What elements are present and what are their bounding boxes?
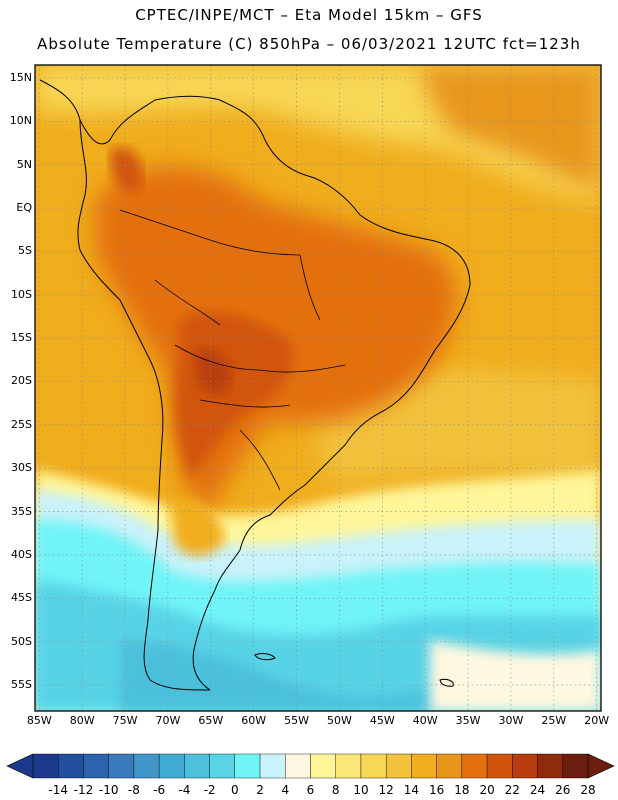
colorbar-swatch — [562, 753, 589, 779]
title-line-2: Absolute Temperature (C) 850hPa – 06/03/… — [37, 35, 581, 53]
colorbar-over-triangle — [587, 753, 615, 779]
lat-label: EQ — [16, 201, 32, 215]
colorbar-tick-label: -6 — [153, 783, 166, 797]
lat-label: 25S — [11, 417, 32, 431]
colorbar-swatch — [158, 753, 185, 779]
lon-label: 25W — [541, 714, 567, 727]
colorbar — [6, 753, 615, 779]
colorbar-tick-label: -12 — [73, 783, 94, 797]
lat-label: 5N — [16, 157, 32, 171]
lon-label: 30W — [498, 714, 524, 727]
coastline — [39, 79, 471, 691]
colorbar-tick-label: 28 — [580, 783, 596, 797]
colorbar-swatch — [83, 753, 109, 779]
lat-label: 20S — [11, 374, 32, 388]
lon-label: 55W — [284, 714, 309, 727]
colorbar-under-triangle — [6, 753, 34, 779]
lat-label: 45S — [11, 591, 32, 605]
colorbar-tick-label: 10 — [353, 783, 369, 797]
lon-label: 80W — [69, 714, 95, 727]
colorbar-tick-label: 12 — [378, 783, 394, 797]
colorbar-swatch — [486, 753, 513, 779]
colorbar-tick-label: 22 — [504, 783, 520, 797]
colorbar-tick-label: 8 — [331, 783, 340, 797]
lon-label: 60W — [241, 714, 267, 727]
colorbar-swatch — [108, 753, 135, 779]
lat-label: 30S — [11, 461, 32, 475]
lon-label: 70W — [155, 714, 181, 727]
lat-label: 5S — [18, 244, 32, 258]
colorbar-tick-label: 2 — [256, 783, 264, 797]
lon-label: 35W — [455, 714, 481, 727]
colorbar-tick-label: -4 — [178, 783, 191, 797]
colorbar-swatch — [58, 753, 84, 779]
colorbar-tick-label: -8 — [127, 783, 140, 797]
lon-label: 40W — [412, 714, 438, 727]
lat-label: 55S — [11, 677, 32, 691]
colorbar-tick-label: 26 — [555, 783, 571, 797]
colorbar-tick-label: 24 — [529, 783, 546, 797]
colorbar-tick-label: 20 — [479, 783, 495, 797]
lat-label: 15N — [9, 71, 32, 84]
lat-label: 40S — [11, 547, 32, 561]
colorbar-swatch — [234, 753, 261, 779]
map-frame — [34, 64, 602, 712]
colorbar-tick-label: 18 — [454, 783, 470, 797]
lon-label: 45W — [369, 714, 395, 727]
colorbar-swatch — [385, 753, 412, 779]
lon-label: 85W — [26, 714, 52, 727]
colorbar-swatch — [360, 753, 387, 779]
colorbar-tick-label: 16 — [428, 783, 445, 797]
lon-label: 20W — [584, 714, 610, 727]
title-line-1: CPTEC/INPE/MCT – Eta Model 15km – GFS — [135, 6, 483, 24]
lat-label: 50S — [11, 634, 32, 648]
colorbar-swatch — [209, 753, 236, 779]
lon-label: 50W — [327, 714, 352, 727]
lat-label: 15S — [11, 331, 32, 345]
lon-label: 75W — [112, 714, 138, 727]
colorbar-tick-label: 4 — [281, 783, 290, 797]
lat-label: 10S — [11, 287, 32, 301]
colorbar-swatch — [335, 753, 362, 779]
temperature-field — [35, 65, 601, 711]
country-borders — [119, 209, 346, 491]
colorbar-swatch — [512, 753, 538, 779]
colorbar-swatch — [411, 753, 437, 779]
colorbar-tick-label: -14 — [48, 783, 69, 797]
colorbar-swatch — [436, 753, 463, 779]
colorbar-swatch — [184, 753, 210, 779]
lat-label: 10N — [9, 114, 32, 128]
colorbar-swatch — [259, 753, 286, 779]
colorbar-swatch — [310, 753, 336, 779]
colorbar-swatch — [32, 753, 59, 779]
colorbar-tick-label: 0 — [230, 783, 239, 797]
colorbar-tick-label: -2 — [203, 783, 216, 797]
colorbar-swatch — [537, 753, 563, 779]
colorbar-tick-label: 6 — [306, 783, 315, 797]
lon-label: 65W — [198, 714, 224, 727]
colorbar-tick-label: 14 — [403, 783, 420, 797]
lat-label: 35S — [11, 504, 32, 518]
colorbar-swatch — [285, 753, 311, 779]
colorbar-tick-label: -10 — [98, 783, 119, 797]
colorbar-swatch — [133, 753, 160, 779]
colorbar-swatch — [461, 753, 488, 779]
